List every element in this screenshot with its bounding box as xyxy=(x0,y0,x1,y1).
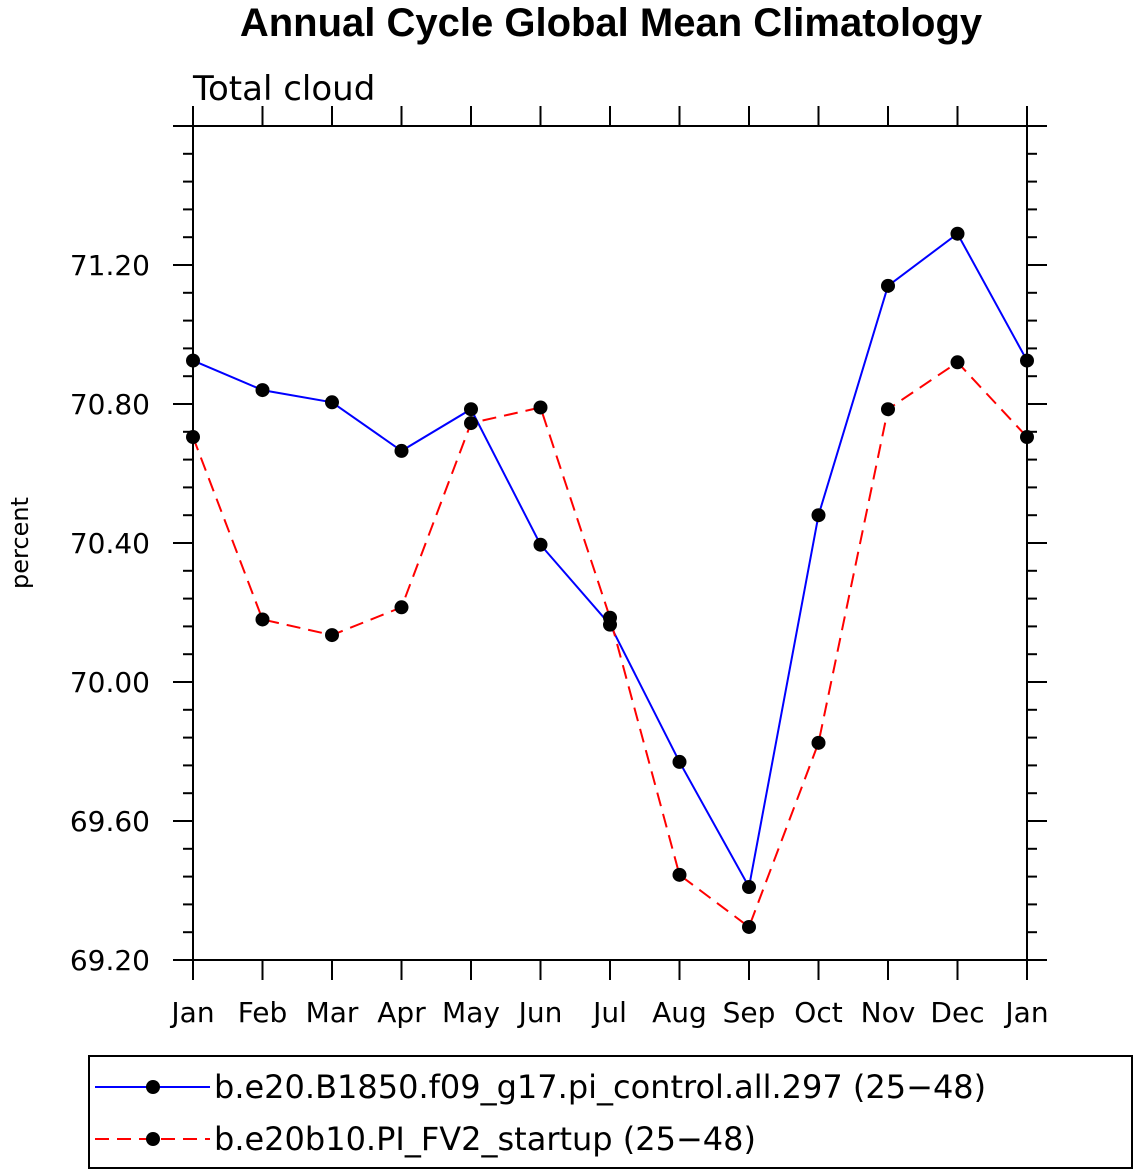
x-tick-label: Jun xyxy=(517,996,563,1029)
y-tick-label: 69.20 xyxy=(70,944,150,977)
data-point xyxy=(325,628,339,643)
y-tick-label: 70.40 xyxy=(70,527,150,560)
data-point xyxy=(464,416,478,431)
data-point xyxy=(255,612,270,627)
y-tick-label: 69.60 xyxy=(70,805,150,838)
data-point xyxy=(186,430,200,445)
chart-subtitle: Total cloud xyxy=(192,69,375,109)
series-layer xyxy=(186,226,1034,934)
data-point xyxy=(881,402,895,417)
data-point xyxy=(255,383,270,398)
chart-title: Annual Cycle Global Mean Climatology xyxy=(240,1,983,45)
data-point xyxy=(186,353,200,368)
series-line-1 xyxy=(192,232,1028,890)
x-tick-label: May xyxy=(442,996,500,1029)
x-tick-label: Apr xyxy=(377,996,426,1029)
data-point xyxy=(533,400,548,415)
data-point xyxy=(950,355,965,370)
legend-box xyxy=(88,1055,1133,1169)
legend-marker-1 xyxy=(146,1080,160,1094)
plot-frame xyxy=(192,125,1028,961)
x-tick-label: Mar xyxy=(306,996,359,1029)
data-point xyxy=(325,395,339,410)
data-point xyxy=(881,278,895,293)
data-point xyxy=(950,226,965,241)
x-tick-label: Oct xyxy=(794,996,842,1029)
y-tick-label: 70.00 xyxy=(70,666,150,699)
x-tick-label: Aug xyxy=(652,996,707,1029)
data-point xyxy=(672,754,687,769)
data-point xyxy=(464,402,478,417)
x-tick-label: Jan xyxy=(169,996,214,1029)
x-tick-label: Jul xyxy=(591,996,627,1029)
legend-label-2: b.e20b10.PI_FV2_startup (25−48) xyxy=(214,1120,756,1158)
x-tick-label: Dec xyxy=(930,996,984,1029)
data-point xyxy=(603,610,617,625)
y-tick-label: 70.80 xyxy=(70,388,150,421)
data-point xyxy=(1020,353,1034,368)
legend-label-1: b.e20.B1850.f09_g17.pi_control.all.297 (… xyxy=(214,1068,986,1106)
x-tick-label: Nov xyxy=(861,996,916,1029)
data-point xyxy=(742,880,756,895)
legend: b.e20.B1850.f09_g17.pi_control.all.297 (… xyxy=(88,1055,1133,1169)
data-point xyxy=(394,600,409,615)
y-axis-label: percent xyxy=(6,497,34,589)
data-point xyxy=(811,508,826,523)
data-point xyxy=(533,537,548,552)
x-tick-label: Jan xyxy=(1003,996,1048,1029)
x-tick-label: Feb xyxy=(238,996,288,1029)
data-point xyxy=(811,735,826,750)
legend-marker-2 xyxy=(146,1132,160,1146)
data-point xyxy=(672,867,687,882)
y-tick-label: 71.20 xyxy=(70,249,150,282)
axes-layer: 69.20 69.60 70.00 70.40 70.80 71.20 Jan Feb Mar A… xyxy=(70,106,1049,1029)
data-point xyxy=(394,443,409,458)
data-point xyxy=(742,919,756,934)
data-point xyxy=(1020,430,1034,445)
x-tick-label: Sep xyxy=(723,996,776,1029)
series-line-2 xyxy=(192,360,1028,929)
